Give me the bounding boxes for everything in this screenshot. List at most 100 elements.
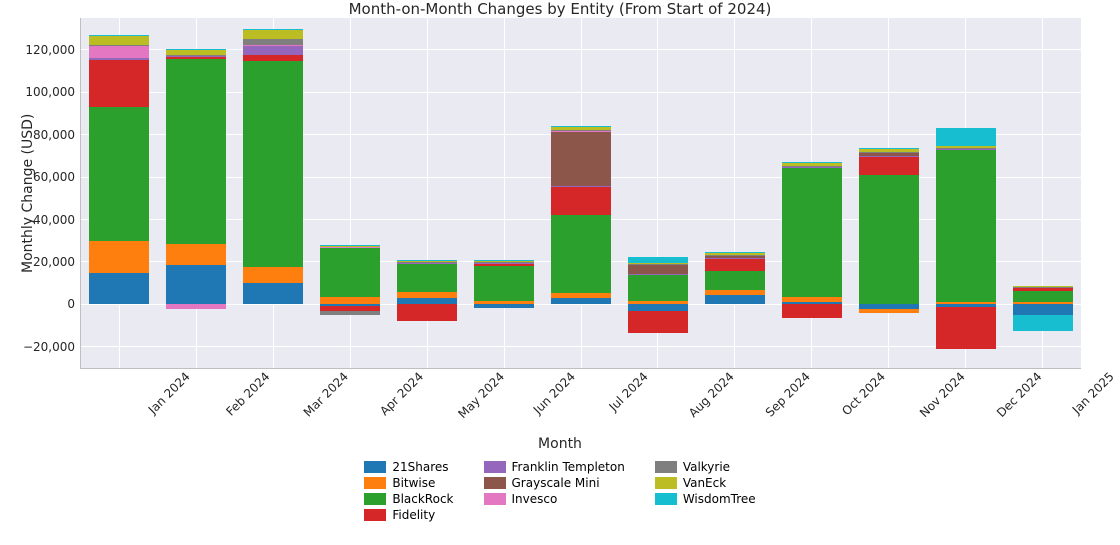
bar-segment xyxy=(859,309,919,313)
bar-segment xyxy=(243,39,303,45)
legend-swatch xyxy=(364,509,386,521)
bar-segment xyxy=(551,215,611,292)
y-tick-label: 40,000 xyxy=(33,213,81,227)
bar-segment xyxy=(89,46,149,59)
bar-group xyxy=(551,18,611,368)
bar-segment xyxy=(628,263,688,265)
bar-group xyxy=(859,18,919,368)
bar-segment xyxy=(89,35,149,36)
bar-group xyxy=(782,18,842,368)
legend-label: BlackRock xyxy=(392,492,453,506)
bar-segment xyxy=(243,283,303,304)
legend-label: Grayscale Mini xyxy=(512,476,600,490)
bar-segment xyxy=(474,260,534,262)
bar-segment xyxy=(705,295,765,305)
bar-segment xyxy=(628,257,688,262)
legend-swatch xyxy=(364,477,386,489)
legend: 21SharesBitwiseBlackRockFidelityFranklin… xyxy=(0,460,1120,522)
bar-segment xyxy=(705,259,765,272)
bar-segment xyxy=(936,302,996,304)
legend-item: Grayscale Mini xyxy=(484,476,625,490)
bar-segment xyxy=(936,307,996,349)
x-tick-label: Feb 2024 xyxy=(219,365,272,418)
bar-segment xyxy=(859,156,919,157)
bar-segment xyxy=(166,59,226,244)
bar-segment xyxy=(859,153,919,156)
bar-group xyxy=(89,18,149,368)
x-tick-label: Jan 2025 xyxy=(1065,365,1117,417)
bar-segment xyxy=(474,266,534,301)
bar-segment xyxy=(320,245,380,247)
bar-segment xyxy=(1013,291,1073,303)
y-tick-label: 120,000 xyxy=(25,43,81,57)
y-tick-label: 20,000 xyxy=(33,255,81,269)
bar-segment xyxy=(474,263,534,266)
legend-item: 21Shares xyxy=(364,460,453,474)
bar-segment xyxy=(166,55,226,56)
bar-segment xyxy=(89,45,149,46)
bar-segment xyxy=(705,252,765,255)
bar-segment xyxy=(89,273,149,305)
bar-group xyxy=(936,18,996,368)
bar-segment xyxy=(705,271,765,289)
bar-segment xyxy=(782,168,842,297)
legend-swatch xyxy=(655,461,677,473)
bar-segment xyxy=(397,263,457,292)
bar-segment xyxy=(936,128,996,146)
bar-segment xyxy=(397,260,457,262)
bar-segment xyxy=(782,166,842,167)
legend-item: BlackRock xyxy=(364,492,453,506)
x-tick-label: Apr 2024 xyxy=(373,365,426,418)
bar-segment xyxy=(397,292,457,298)
legend-item: Franklin Templeton xyxy=(484,460,625,474)
bar-segment xyxy=(89,36,149,44)
bar-segment xyxy=(782,297,842,302)
bar-segment xyxy=(166,265,226,304)
bar-segment xyxy=(320,297,380,304)
bar-group xyxy=(705,18,765,368)
legend-swatch xyxy=(655,477,677,489)
bar-group xyxy=(1013,18,1073,368)
chart-container: Month-on-Month Changes by Entity (From S… xyxy=(0,0,1120,545)
x-tick-label: Nov 2024 xyxy=(912,365,967,420)
bar-segment xyxy=(89,58,149,60)
x-tick-label: Mar 2024 xyxy=(297,365,351,419)
x-tick-label: Dec 2024 xyxy=(989,365,1044,420)
legend-label: Bitwise xyxy=(392,476,435,490)
legend-item: VanEck xyxy=(655,476,756,490)
legend-item: Bitwise xyxy=(364,476,453,490)
y-tick-label: 0 xyxy=(67,297,81,311)
legend-item: Invesco xyxy=(484,492,625,506)
bar-segment xyxy=(89,107,149,241)
bar-segment xyxy=(243,46,303,56)
bar-group xyxy=(397,18,457,368)
x-tick-label: May 2024 xyxy=(451,365,507,421)
bar-segment xyxy=(1013,315,1073,331)
bar-segment xyxy=(89,60,149,107)
bar-segment xyxy=(166,244,226,265)
bar-segment xyxy=(859,157,919,175)
bar-segment xyxy=(1013,286,1073,287)
y-tick-label: −20,000 xyxy=(23,340,81,354)
x-axis-label: Month xyxy=(0,436,1120,452)
bar-segment xyxy=(243,55,303,61)
bar-segment xyxy=(89,241,149,273)
bar-segment xyxy=(1013,302,1073,304)
bar-group xyxy=(320,18,380,368)
bar-segment xyxy=(474,304,534,307)
bar-segment xyxy=(166,50,226,55)
bar-segment xyxy=(551,131,611,186)
bar-group xyxy=(166,18,226,368)
bar-segment xyxy=(782,304,842,318)
bar-segment xyxy=(474,301,534,304)
bar-segment xyxy=(397,304,457,321)
bar-segment xyxy=(320,247,380,248)
legend-label: 21Shares xyxy=(392,460,448,474)
bar-segment xyxy=(166,56,226,57)
y-tick-label: 100,000 xyxy=(25,85,81,99)
bar-segment xyxy=(320,311,380,315)
plot-area: −20,000020,00040,00060,00080,000100,0001… xyxy=(80,18,1081,369)
legend-swatch xyxy=(484,461,506,473)
bar-segment xyxy=(551,293,611,298)
bar-segment xyxy=(243,29,303,39)
